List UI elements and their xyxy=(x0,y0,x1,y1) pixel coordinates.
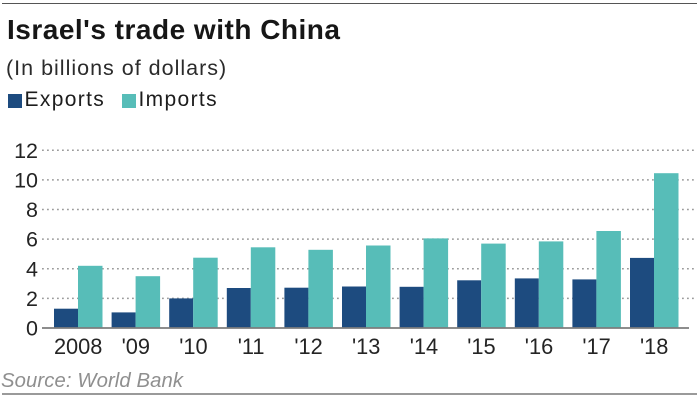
svg-text:'13: '13 xyxy=(352,334,380,359)
svg-text:'15: '15 xyxy=(467,334,495,359)
svg-text:6: 6 xyxy=(26,228,38,252)
svg-text:2: 2 xyxy=(26,287,38,311)
svg-text:10: 10 xyxy=(14,168,38,192)
svg-text:8: 8 xyxy=(26,198,38,222)
svg-text:12: 12 xyxy=(14,139,38,163)
svg-text:2008: 2008 xyxy=(54,334,103,359)
svg-text:'16: '16 xyxy=(525,334,553,359)
svg-text:0: 0 xyxy=(26,317,38,341)
svg-text:'14: '14 xyxy=(410,334,438,359)
svg-text:'12: '12 xyxy=(294,334,322,359)
svg-text:'11: '11 xyxy=(238,334,265,359)
svg-text:'17: '17 xyxy=(582,334,610,359)
svg-text:4: 4 xyxy=(26,257,38,281)
svg-text:'10: '10 xyxy=(179,334,207,359)
svg-text:'09: '09 xyxy=(122,334,150,359)
svg-text:'18: '18 xyxy=(640,334,668,359)
